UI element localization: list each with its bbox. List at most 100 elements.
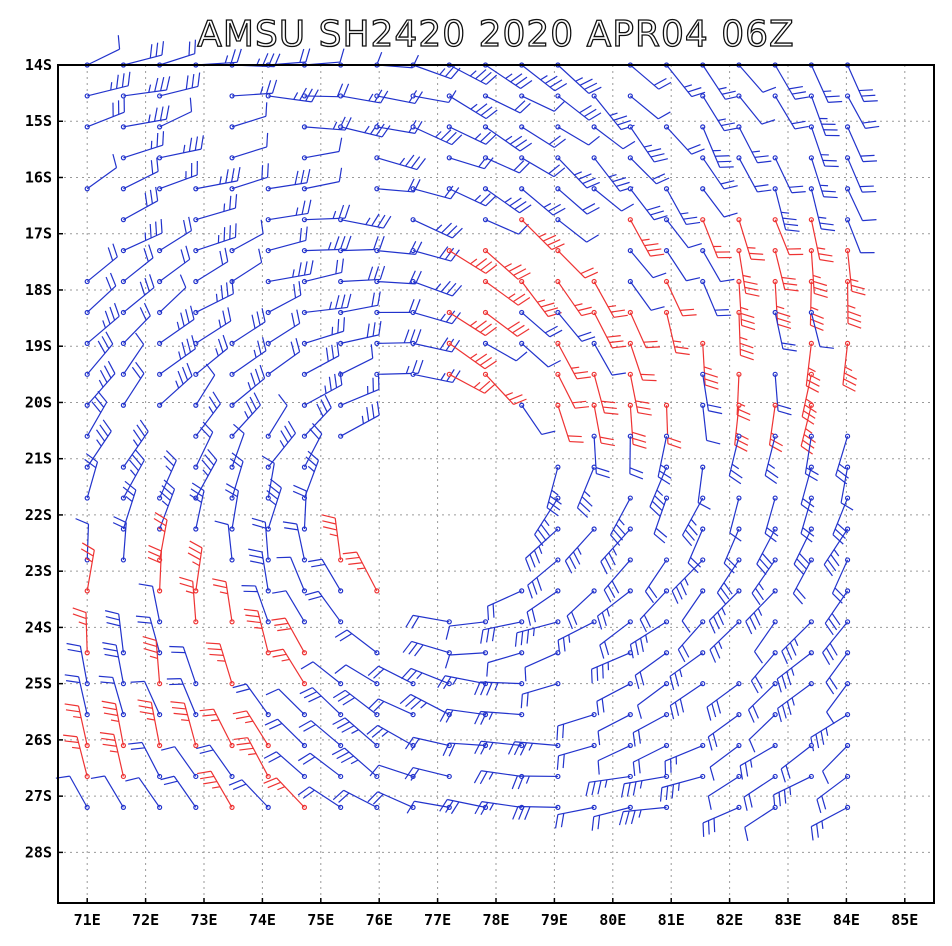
barb-feather [271, 617, 286, 621]
barb-feather [299, 687, 313, 695]
barb-feather [721, 122, 735, 127]
barb-feather [707, 820, 710, 835]
wind-barb [808, 155, 838, 199]
barb-staff [644, 559, 668, 592]
wind-barb [591, 804, 633, 831]
wind-barb [707, 711, 742, 751]
barb-feather [148, 114, 151, 123]
barb-feather [576, 547, 582, 555]
barb-staff [376, 157, 418, 171]
barb-feather [618, 811, 624, 826]
barb-feather [442, 742, 450, 757]
barb-staff [376, 95, 416, 105]
barb-staff [708, 775, 740, 797]
barb-feather [794, 125, 809, 130]
wind-barb [590, 650, 633, 684]
barb-feather [250, 372, 256, 387]
barb-staff [516, 621, 559, 634]
barb-feather [816, 823, 819, 838]
x-tick-label: 85E [891, 911, 918, 929]
barb-feather [97, 340, 106, 354]
barb-feather [551, 243, 565, 251]
barb-staff [847, 188, 864, 221]
wind-barb [555, 155, 600, 189]
barb-staff [557, 188, 588, 215]
y-tick-label: 15S [25, 112, 52, 130]
barb-staff [344, 747, 378, 777]
barb-feather [513, 398, 527, 405]
y-tick-label: 26S [25, 731, 52, 749]
barb-feather [653, 215, 668, 221]
barb-feather [667, 443, 682, 449]
barb-feather [219, 176, 222, 185]
barb-feather [518, 223, 529, 235]
barb-staff [666, 188, 687, 225]
barb-feather [596, 666, 599, 681]
barb-feather [197, 770, 212, 775]
barb-staff [702, 126, 721, 168]
barb-feather [645, 634, 648, 643]
barb-feather [128, 741, 143, 745]
barb-feather [125, 496, 133, 502]
wind-barb [366, 724, 416, 749]
barb-staff [86, 315, 120, 344]
barb-feather [341, 725, 355, 733]
barb-staff [599, 621, 631, 646]
barb-feather [606, 334, 621, 338]
barb-feather [777, 317, 791, 324]
barb-feather [268, 755, 282, 763]
barb-staff [340, 126, 383, 138]
barb-staff [823, 528, 849, 565]
barb-feather [224, 55, 229, 64]
barb-feather [603, 641, 610, 656]
wind-barb [781, 619, 814, 665]
barb-feather [757, 160, 772, 164]
wind-barb [276, 556, 308, 594]
barb-feather [556, 755, 560, 770]
wind-barb [374, 154, 426, 171]
barb-feather [805, 428, 813, 434]
barb-feather [790, 667, 795, 676]
barb-feather [121, 73, 125, 88]
y-tick-label: 20S [25, 393, 52, 411]
barb-staff [847, 126, 864, 162]
barb-feather [160, 77, 165, 91]
barb-feather [179, 274, 187, 288]
barb-feather [505, 73, 513, 80]
wind-barb [301, 317, 346, 346]
barb-feather [207, 448, 218, 461]
barb-feather [378, 320, 382, 335]
wind-barb [374, 240, 423, 255]
barb-feather [860, 154, 875, 157]
barb-feather [81, 542, 95, 551]
wind-barb [120, 186, 159, 223]
wind-barb [229, 102, 268, 130]
barb-feather [159, 106, 164, 121]
barb-feather [656, 489, 664, 497]
barb-feather [266, 132, 269, 147]
wind-barb [301, 167, 343, 192]
barb-feather [821, 190, 836, 193]
barb-staff [664, 744, 703, 762]
wind-barb [591, 309, 627, 349]
barb-feather [293, 484, 307, 492]
barb-staff [774, 157, 793, 193]
barb-feather [798, 553, 810, 565]
barb-staff [835, 436, 849, 476]
barb-staff [410, 667, 450, 685]
barb-feather [298, 281, 302, 296]
barb-staff [268, 212, 309, 221]
wind-barb [138, 583, 163, 625]
barb-feather [104, 310, 111, 325]
wind-barb [104, 610, 127, 656]
barb-feather [338, 137, 343, 152]
barb-feather [194, 39, 197, 54]
barb-feather [748, 739, 756, 753]
barb-feather [63, 734, 78, 738]
barb-feather [320, 399, 328, 413]
barb-feather [260, 219, 264, 234]
barb-feather [337, 693, 351, 702]
barb-staff [557, 281, 582, 316]
barb-staff [340, 388, 380, 406]
barb-staff [303, 433, 323, 468]
